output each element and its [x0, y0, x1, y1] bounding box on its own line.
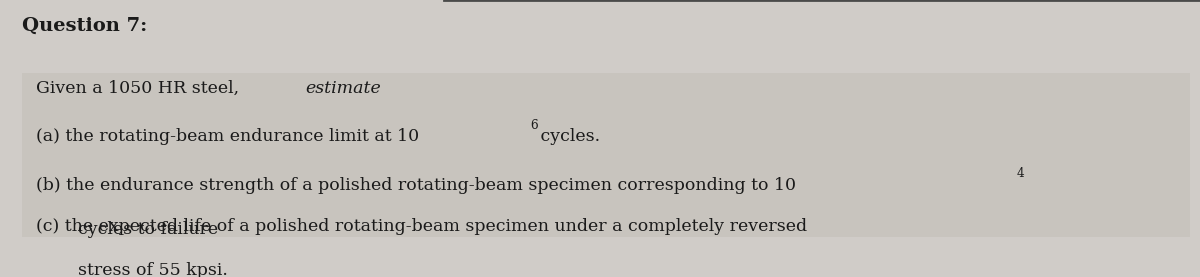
Text: cycles to failure: cycles to failure — [78, 221, 218, 238]
Text: Question 7:: Question 7: — [22, 17, 146, 35]
Text: 6: 6 — [530, 119, 538, 132]
Text: (b) the endurance strength of a polished rotating-beam specimen corresponding to: (b) the endurance strength of a polished… — [36, 176, 796, 194]
Text: (a) the rotating-beam endurance limit at 10: (a) the rotating-beam endurance limit at… — [36, 128, 419, 145]
Text: (c) the expected life of a polished rotating-beam specimen under a completely re: (c) the expected life of a polished rota… — [36, 218, 808, 235]
Text: 4: 4 — [1016, 167, 1025, 180]
Text: cycles.: cycles. — [535, 128, 600, 145]
Text: stress of 55 kpsi.: stress of 55 kpsi. — [78, 262, 228, 277]
Text: estimate: estimate — [305, 80, 380, 97]
FancyBboxPatch shape — [22, 73, 1190, 237]
Text: Given a 1050 HR steel,: Given a 1050 HR steel, — [36, 80, 245, 97]
